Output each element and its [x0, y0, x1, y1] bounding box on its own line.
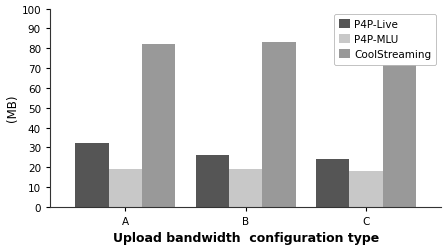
- Bar: [229, 170, 262, 207]
- X-axis label: Upload bandwidth  configuration type: Upload bandwidth configuration type: [113, 232, 379, 244]
- Bar: [316, 160, 350, 207]
- Bar: [142, 45, 176, 207]
- Legend: P4P-Live, P4P-MLU, CoolStreaming: P4P-Live, P4P-MLU, CoolStreaming: [334, 15, 436, 65]
- Bar: [383, 41, 416, 207]
- Bar: [350, 172, 383, 207]
- Bar: [262, 43, 296, 207]
- Bar: [75, 144, 109, 207]
- Bar: [195, 156, 229, 207]
- Y-axis label: (MB): (MB): [5, 94, 19, 122]
- Bar: [109, 170, 142, 207]
